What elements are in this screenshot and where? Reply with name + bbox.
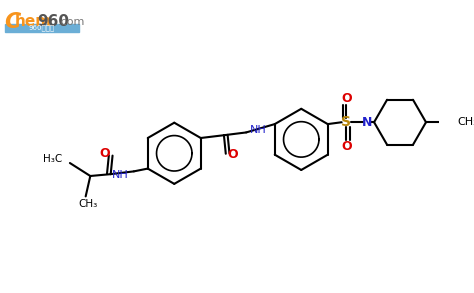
Bar bbox=[5, 24, 79, 32]
Text: 960化工网: 960化工网 bbox=[28, 25, 55, 31]
Text: CH₃: CH₃ bbox=[457, 117, 474, 127]
Text: N: N bbox=[362, 116, 372, 129]
Text: .com: .com bbox=[57, 17, 85, 27]
Text: 960: 960 bbox=[37, 14, 69, 29]
Text: H₃C: H₃C bbox=[43, 154, 63, 164]
Text: O: O bbox=[227, 148, 237, 161]
Text: O: O bbox=[341, 92, 352, 105]
Text: CH₃: CH₃ bbox=[79, 199, 98, 209]
Text: NH: NH bbox=[250, 125, 267, 135]
Text: hem: hem bbox=[15, 14, 52, 29]
Text: S: S bbox=[341, 115, 351, 129]
Text: O: O bbox=[341, 140, 352, 153]
Text: NH: NH bbox=[111, 170, 128, 180]
Text: C: C bbox=[5, 12, 21, 32]
Text: O: O bbox=[100, 147, 110, 160]
